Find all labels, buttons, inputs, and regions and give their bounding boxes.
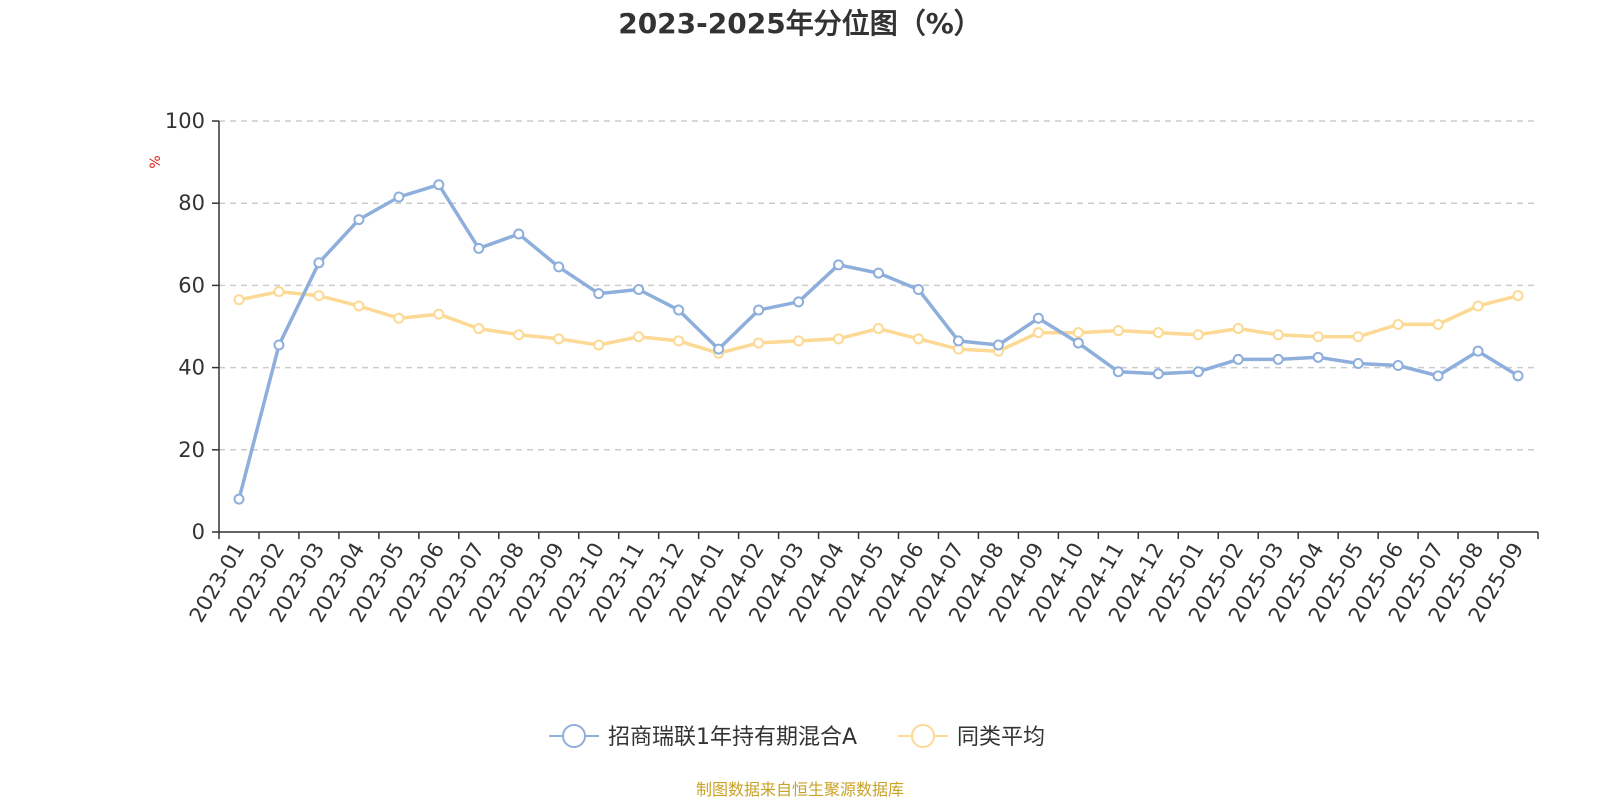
data-point[interactable]	[793, 296, 805, 308]
data-point[interactable]	[433, 308, 445, 320]
data-point[interactable]	[1112, 366, 1124, 378]
data-point[interactable]	[553, 261, 565, 273]
y-tick-label: 80	[178, 191, 205, 215]
data-point[interactable]	[1192, 366, 1204, 378]
data-point[interactable]	[1272, 329, 1284, 341]
legend-circle-marker	[911, 724, 935, 748]
data-point[interactable]	[873, 267, 884, 279]
data-point[interactable]	[1392, 318, 1404, 330]
data-point[interactable]	[673, 304, 685, 316]
data-point[interactable]	[1472, 345, 1484, 357]
data-point[interactable]	[513, 228, 525, 240]
data-point[interactable]	[1272, 353, 1284, 365]
data-point[interactable]	[833, 333, 845, 345]
data-point[interactable]	[1512, 370, 1524, 382]
legend-circle-marker	[562, 724, 586, 748]
y-tick-label: 60	[178, 273, 205, 297]
data-point[interactable]	[1072, 337, 1084, 349]
data-point[interactable]	[713, 343, 725, 355]
data-point[interactable]	[393, 312, 405, 324]
data-point[interactable]	[1232, 353, 1244, 365]
y-tick-label: 40	[178, 356, 205, 380]
data-point[interactable]	[753, 304, 765, 316]
data-point[interactable]	[753, 337, 765, 349]
data-point[interactable]	[393, 191, 405, 203]
series-layer	[233, 179, 1524, 505]
data-point[interactable]	[273, 286, 285, 298]
data-point[interactable]	[1152, 327, 1164, 339]
chart-title: 2023-2025年分位图（%）	[618, 7, 982, 40]
data-point[interactable]	[793, 335, 805, 347]
data-point[interactable]	[833, 259, 845, 271]
y-tick-label: 100	[165, 109, 205, 133]
data-point[interactable]	[353, 300, 365, 312]
data-point[interactable]	[1352, 357, 1364, 369]
data-point[interactable]	[313, 290, 325, 302]
data-point[interactable]	[1472, 300, 1484, 312]
data-point[interactable]	[273, 339, 285, 351]
data-point[interactable]	[233, 493, 245, 505]
data-point[interactable]	[233, 294, 245, 306]
x-tick-labels: 2023-012023-022023-032023-042023-052023-…	[185, 539, 1529, 627]
data-point[interactable]	[1432, 370, 1444, 382]
data-point[interactable]	[1312, 331, 1324, 343]
data-point[interactable]	[633, 284, 645, 296]
data-point[interactable]	[1152, 368, 1164, 380]
legend-label[interactable]: 招商瑞联1年持有期混合A	[608, 725, 857, 750]
legend-label[interactable]: 同类平均	[957, 725, 1045, 750]
data-point[interactable]	[1032, 312, 1044, 324]
data-point[interactable]	[1512, 290, 1524, 302]
data-source-note: 制图数据来自恒生聚源数据库	[696, 780, 904, 799]
data-point[interactable]	[313, 257, 325, 269]
y-tick-label: 20	[178, 438, 205, 462]
data-point[interactable]	[1432, 318, 1444, 330]
data-point[interactable]	[1312, 351, 1324, 363]
y-axis-unit-label: %	[148, 155, 164, 168]
data-point[interactable]	[912, 284, 924, 296]
data-point[interactable]	[1232, 323, 1244, 335]
series-line	[238, 289, 1519, 355]
y-tick-label: 0	[192, 520, 205, 544]
data-point[interactable]	[673, 335, 685, 347]
data-point[interactable]	[952, 335, 964, 347]
data-point[interactable]	[1192, 329, 1204, 341]
legend[interactable]: 招商瑞联1年持有期混合A 同类平均	[549, 724, 1045, 750]
y-tick-labels: 0 20 40 60 80 100	[165, 109, 205, 544]
data-point[interactable]	[992, 339, 1004, 351]
data-point[interactable]	[912, 333, 924, 345]
gridlines	[219, 120, 1538, 451]
data-point[interactable]	[1352, 331, 1364, 343]
data-point[interactable]	[593, 339, 605, 351]
data-point[interactable]	[1392, 360, 1404, 372]
series-line	[237, 182, 1519, 500]
data-point[interactable]	[1032, 327, 1044, 339]
data-point[interactable]	[433, 179, 445, 191]
data-point[interactable]	[553, 333, 565, 345]
data-point[interactable]	[473, 323, 485, 335]
axes	[212, 120, 1539, 539]
data-point[interactable]	[353, 214, 365, 226]
data-point[interactable]	[513, 329, 525, 341]
data-point[interactable]	[473, 242, 485, 254]
data-point[interactable]	[633, 331, 645, 343]
data-point[interactable]	[1072, 327, 1084, 339]
data-point[interactable]	[1112, 325, 1124, 337]
data-point[interactable]	[593, 288, 605, 300]
data-point[interactable]	[873, 323, 884, 335]
